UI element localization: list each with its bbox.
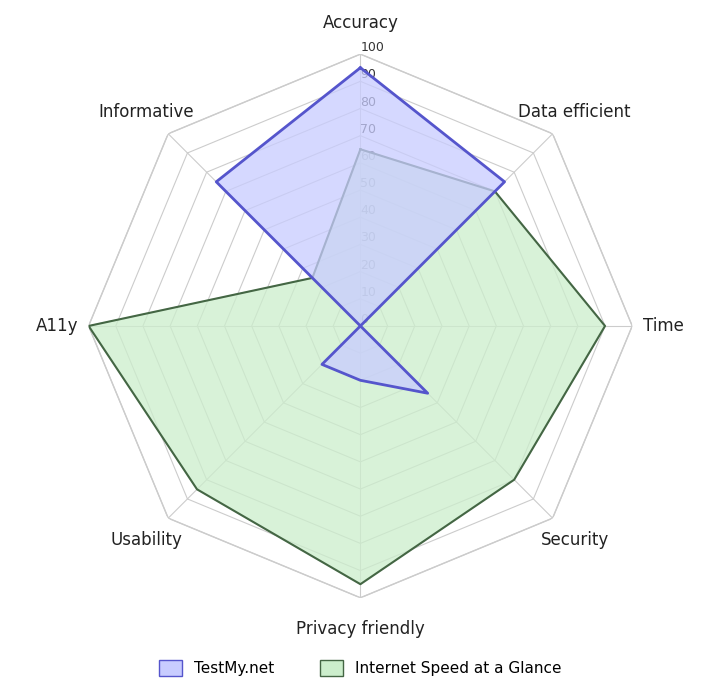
- Polygon shape: [216, 67, 505, 393]
- Polygon shape: [89, 149, 605, 584]
- Legend: TestMy.net, Internet Speed at a Glance: TestMy.net, Internet Speed at a Glance: [153, 655, 568, 682]
